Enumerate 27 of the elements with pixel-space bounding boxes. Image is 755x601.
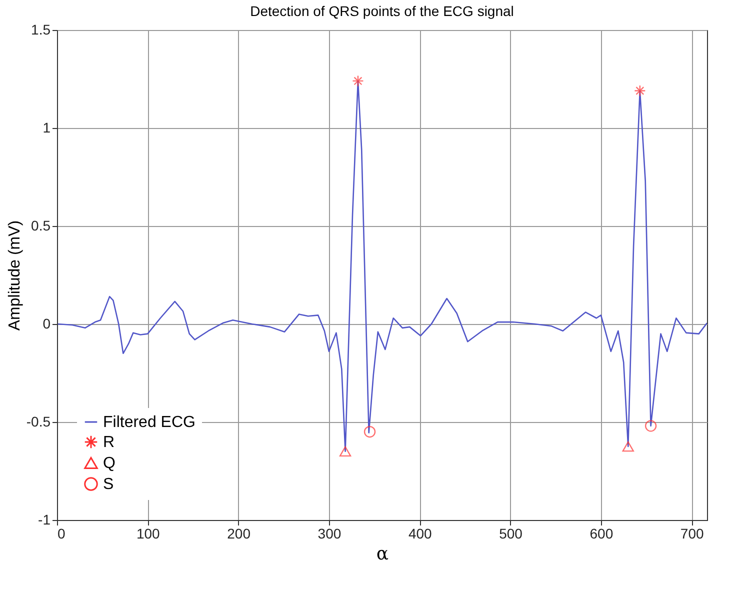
legend-label: Q xyxy=(103,455,116,472)
y-tick-label: 1 xyxy=(42,120,51,136)
x-tick-label: 200 xyxy=(227,526,251,542)
point xyxy=(622,441,634,452)
y-axis-title: Amplitude (mV) xyxy=(6,220,24,331)
y-tick-label: -0.5 xyxy=(26,414,51,430)
x-tick-label: 700 xyxy=(680,526,704,542)
point xyxy=(644,420,657,432)
legend-label: Filtered ECG xyxy=(103,414,196,431)
x-tick-label: 400 xyxy=(408,526,432,542)
y-tick-label: 0.5 xyxy=(31,218,51,234)
y-tick-label: -1 xyxy=(38,512,51,528)
y-tick-label: 0 xyxy=(42,316,51,332)
point xyxy=(352,75,364,87)
x-tick-label: 300 xyxy=(318,526,342,542)
chart-title: Detection of QRS points of the ECG signal xyxy=(250,3,514,19)
x-tick-label: 100 xyxy=(136,526,160,542)
point xyxy=(339,446,352,457)
x-tick-label: 500 xyxy=(499,526,523,542)
legend-label: R xyxy=(103,434,115,451)
y-tick-label: 1.5 xyxy=(31,22,51,38)
x-tick-label: 0 xyxy=(58,526,66,542)
x-tick-label: 600 xyxy=(590,526,614,542)
point xyxy=(364,426,376,438)
x-axis-title: α xyxy=(376,544,389,564)
legend-label: S xyxy=(103,476,114,493)
point xyxy=(634,84,646,97)
